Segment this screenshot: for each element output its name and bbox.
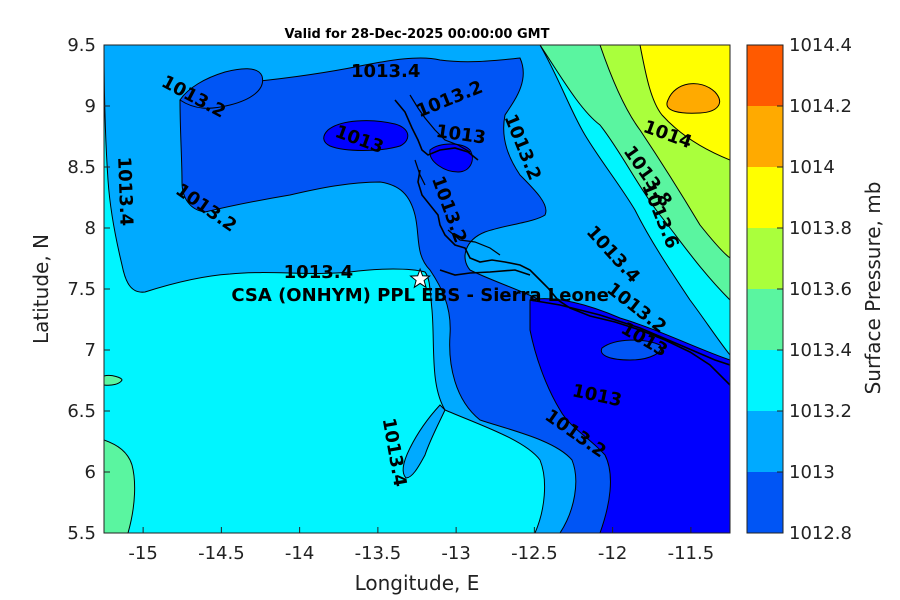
colorbar-swatch bbox=[747, 45, 783, 106]
colorbar-swatch bbox=[747, 167, 783, 228]
colorbar-tick-label: 1014.2 bbox=[789, 96, 852, 117]
river-network bbox=[409, 94, 501, 256]
band-1013-2-west-blob bbox=[179, 68, 264, 109]
colorbar-tick-label: 1013.6 bbox=[789, 279, 852, 300]
y-tick-label: 6.5 bbox=[67, 401, 96, 422]
y-tick-label: 9 bbox=[85, 96, 96, 117]
x-tick-label: -13 bbox=[441, 543, 470, 564]
y-axis-ticks: 9.5 9 8.5 8 7.5 7 6.5 6 5.5 bbox=[67, 35, 110, 544]
x-tick-label: -12.5 bbox=[511, 543, 558, 564]
contour-label: 1013.4 bbox=[284, 262, 353, 283]
x-tick-label: -15 bbox=[128, 543, 157, 564]
colorbar-swatch bbox=[747, 228, 783, 289]
site-label: CSA (ONHYM) PPL EBS - Sierra Leone bbox=[231, 285, 608, 306]
y-tick-label: 6 bbox=[85, 462, 96, 483]
band-1014-2 bbox=[666, 83, 720, 114]
coastline bbox=[394, 99, 730, 386]
y-tick-label: 7 bbox=[85, 340, 96, 361]
band-1013-6-west bbox=[104, 375, 123, 386]
y-tick-label: 7.5 bbox=[67, 279, 96, 300]
colorbar-tick-label: 1013 bbox=[789, 462, 835, 483]
contour-label: 1013.4 bbox=[113, 156, 136, 226]
colorbar-swatch bbox=[747, 411, 783, 472]
contour-label: 1013.4 bbox=[351, 61, 420, 82]
y-tick-label: 8.5 bbox=[67, 157, 96, 178]
x-tick-label: -14 bbox=[285, 543, 314, 564]
colorbar-tick-label: 1014.4 bbox=[789, 35, 852, 56]
map-title: Valid for 28-Dec-2025 00:00:00 GMT bbox=[285, 27, 550, 42]
colorbar-tick-label: 1012.8 bbox=[789, 523, 852, 544]
colorbar-swatch bbox=[747, 472, 783, 533]
band-1013-6-southwest bbox=[104, 439, 136, 533]
colorbar-tick-label: 1013.2 bbox=[789, 401, 852, 422]
band-1012-8-east bbox=[600, 339, 662, 361]
x-tick-label: -13.5 bbox=[355, 543, 402, 564]
y-tick-label: 5.5 bbox=[67, 523, 96, 544]
x-tick-label: -11.5 bbox=[668, 543, 715, 564]
band-1012-8-north bbox=[323, 120, 409, 151]
x-axis-ticks: -15 -14.5 -14 -13.5 -13 -12.5 -12 -11.5 bbox=[128, 527, 714, 564]
colorbar: 1014.4 1014.2 1014 1013.8 1013.6 1013.4 1013.2… bbox=[746, 35, 852, 544]
colorbar-label: Surface Pressure, mb bbox=[861, 182, 885, 395]
y-axis-label: Latitude, N bbox=[29, 234, 53, 344]
x-axis-label: Longitude, E bbox=[355, 571, 480, 595]
y-tick-label: 9.5 bbox=[67, 35, 96, 56]
x-tick-label: -12 bbox=[598, 543, 627, 564]
colorbar-swatch bbox=[747, 289, 783, 350]
colorbar-swatch bbox=[747, 106, 783, 167]
colorbar-tick-label: 1013.8 bbox=[789, 218, 852, 239]
site-marker: CSA (ONHYM) PPL EBS - Sierra Leone bbox=[231, 267, 609, 306]
band-1012-8-inland bbox=[429, 143, 473, 173]
y-tick-label: 8 bbox=[85, 218, 96, 239]
band-1013-2-tongue bbox=[402, 404, 446, 479]
colorbar-swatch bbox=[747, 350, 783, 411]
site-star-icon bbox=[409, 267, 431, 289]
colorbar-tick-label: 1013.4 bbox=[789, 340, 852, 361]
band-1012-8 bbox=[529, 298, 730, 533]
colorbar-tick-label: 1014 bbox=[789, 157, 835, 178]
x-tick-label: -14.5 bbox=[198, 543, 245, 564]
